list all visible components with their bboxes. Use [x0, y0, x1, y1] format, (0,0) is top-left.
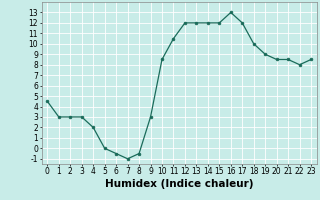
X-axis label: Humidex (Indice chaleur): Humidex (Indice chaleur) [105, 179, 253, 189]
